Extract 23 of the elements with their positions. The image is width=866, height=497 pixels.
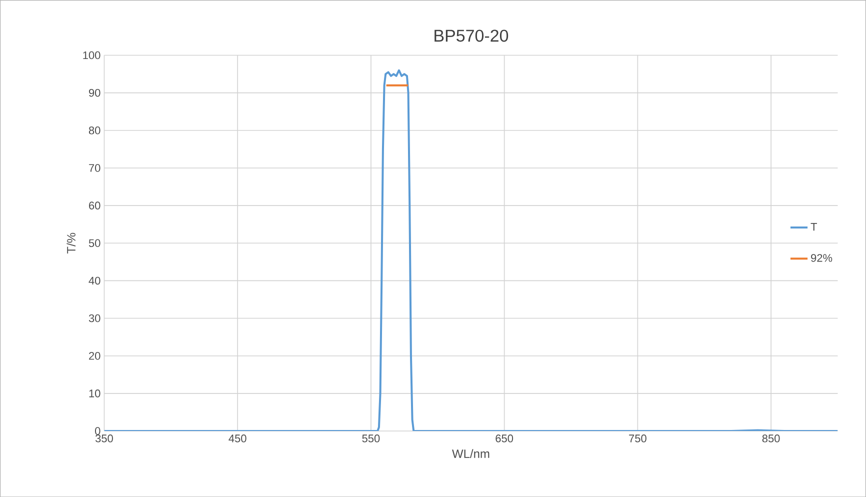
y-tick-label: 80 [88, 126, 100, 134]
y-tick-label: 60 [89, 202, 100, 210]
legend-label: T [810, 222, 817, 230]
line-series [104, 69, 838, 431]
legend-label: 92% [811, 254, 832, 262]
y-tick-label: 50 [88, 239, 100, 247]
x-tick-label: 550 [362, 434, 380, 442]
y-tick-label: 70 [89, 164, 100, 172]
chart-title: BP570-20 [434, 30, 508, 42]
y-tick-label: 30 [88, 314, 100, 322]
y-tick-label: 20 [89, 352, 100, 360]
x-tick-label: 350 [95, 434, 113, 442]
y-tick-label: 10 [89, 389, 100, 398]
x-tick-label: 650 [496, 434, 514, 442]
x-tick-label: 450 [228, 434, 246, 442]
y-tick-label: 90 [88, 88, 100, 97]
y-tick-label: 0 [95, 426, 100, 435]
x-tick-label: 850 [762, 434, 780, 442]
y-tick-label: 100 [83, 51, 100, 60]
x-axis-title: WL/nm [452, 449, 490, 458]
y-tick-label: 40 [88, 276, 100, 284]
y-axis-title: T/% [66, 232, 76, 254]
x-tick-label: 750 [629, 434, 646, 442]
